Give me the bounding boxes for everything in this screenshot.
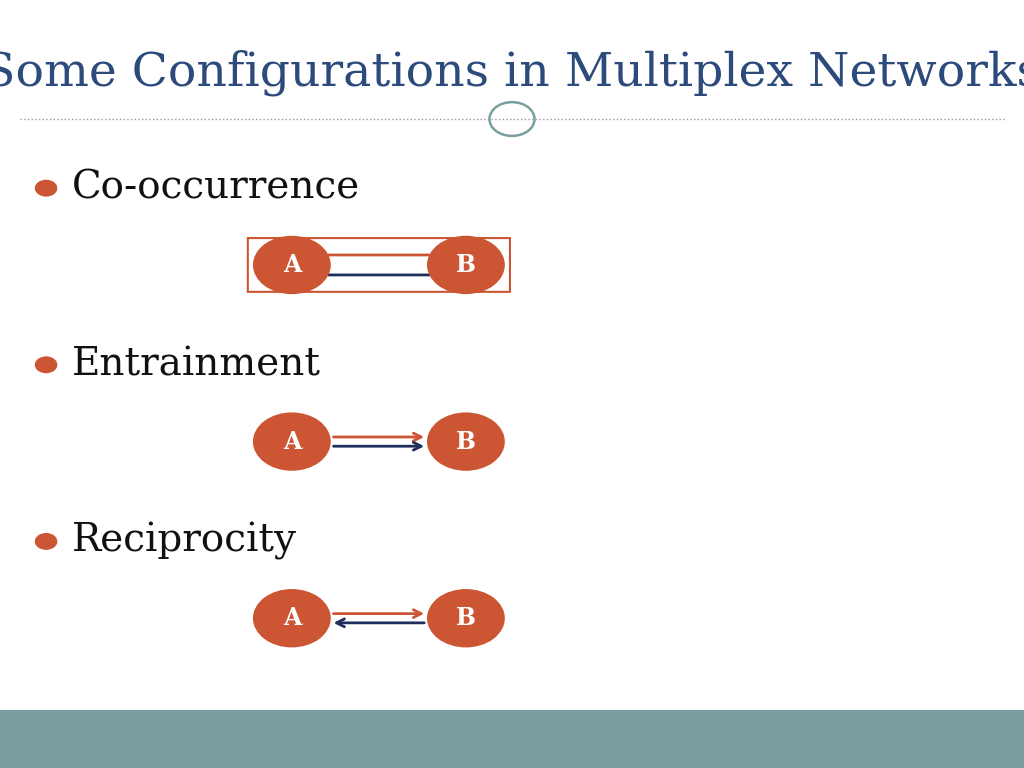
Text: Reciprocity: Reciprocity bbox=[72, 522, 297, 561]
Bar bbox=[0, 710, 1024, 768]
Text: Entrainment: Entrainment bbox=[72, 346, 321, 383]
Circle shape bbox=[253, 236, 331, 294]
Circle shape bbox=[253, 412, 331, 471]
Text: Co-occurrence: Co-occurrence bbox=[72, 170, 359, 207]
Text: A: A bbox=[283, 253, 301, 277]
Text: Some Configurations in Multiplex Networks: Some Configurations in Multiplex Network… bbox=[0, 50, 1024, 96]
Circle shape bbox=[253, 589, 331, 647]
Circle shape bbox=[427, 412, 505, 471]
Text: B: B bbox=[456, 429, 476, 454]
Text: B: B bbox=[456, 606, 476, 631]
Text: B: B bbox=[456, 253, 476, 277]
Circle shape bbox=[427, 589, 505, 647]
Circle shape bbox=[35, 180, 57, 197]
Text: A: A bbox=[283, 606, 301, 631]
Text: A: A bbox=[283, 429, 301, 454]
Circle shape bbox=[35, 356, 57, 373]
Circle shape bbox=[427, 236, 505, 294]
Circle shape bbox=[35, 533, 57, 550]
FancyBboxPatch shape bbox=[248, 238, 510, 292]
